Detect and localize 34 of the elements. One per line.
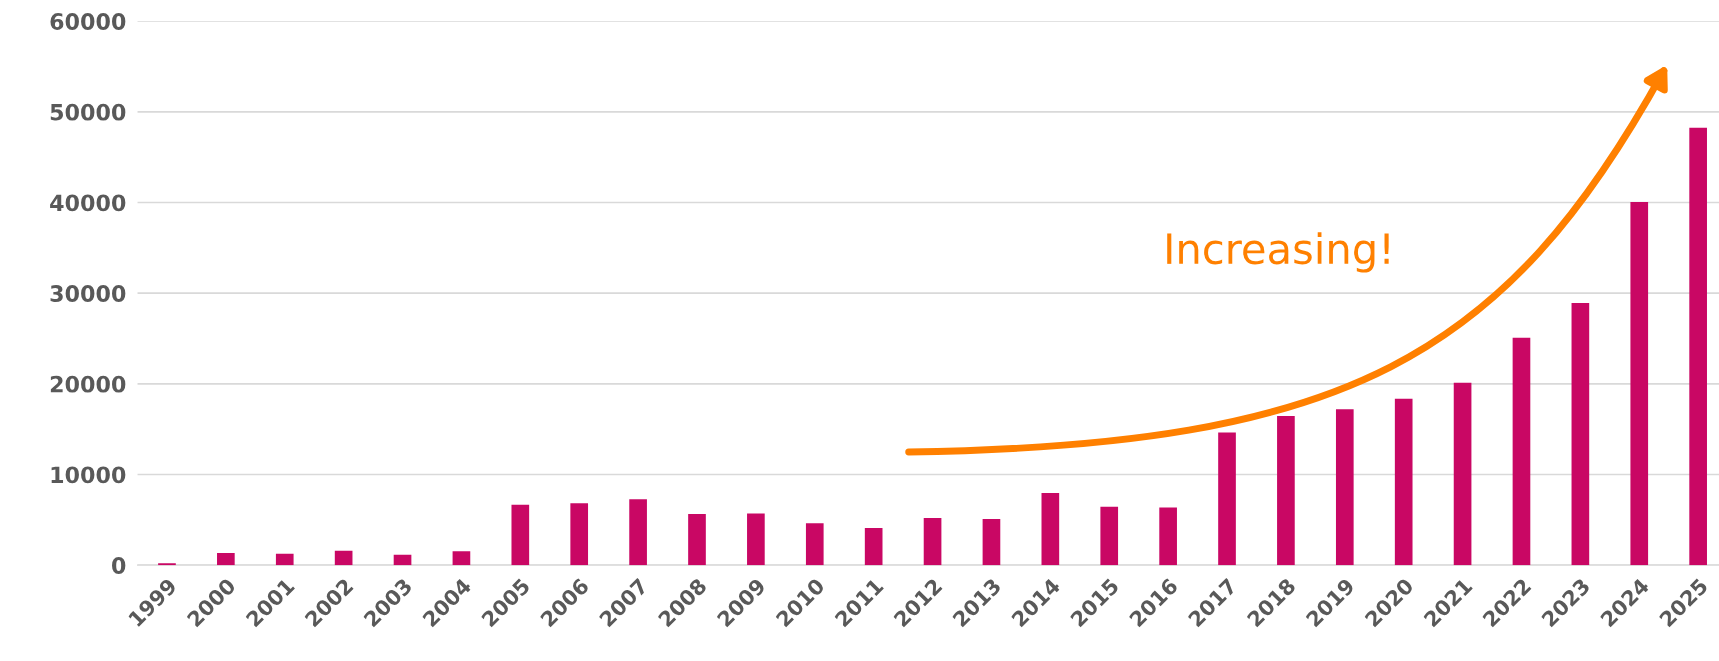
bar	[511, 504, 530, 566]
y-tick-label: 50000	[50, 103, 126, 121]
bar	[982, 519, 1001, 566]
y-tick-label: 20000	[50, 375, 126, 393]
bar	[1159, 507, 1177, 566]
y-tick-label: 40000	[50, 194, 126, 212]
bar	[747, 513, 765, 566]
bar	[688, 514, 706, 566]
y-tick-label: 10000	[51, 466, 126, 484]
annotation: Increasing!	[1167, 232, 1389, 273]
bar	[1394, 398, 1413, 566]
bar	[393, 554, 412, 566]
bar	[864, 527, 883, 566]
y-tick-label: 30000	[50, 285, 126, 302]
bar	[1100, 506, 1119, 566]
y-tick-label: 0	[112, 557, 126, 574]
bar	[805, 523, 824, 566]
bar	[923, 518, 942, 566]
bar	[1630, 202, 1649, 566]
bar	[1512, 337, 1531, 566]
y-tick-label: 60000	[50, 13, 126, 30]
bar	[1041, 492, 1060, 566]
bar	[629, 499, 647, 566]
bar	[1335, 409, 1354, 566]
bar	[334, 550, 353, 566]
bar	[452, 551, 471, 566]
bar	[1277, 416, 1295, 566]
bar	[1571, 302, 1590, 566]
bar	[1689, 127, 1707, 566]
bar	[275, 553, 294, 566]
bar	[570, 503, 589, 566]
bar	[217, 553, 235, 566]
bar	[1453, 382, 1472, 566]
bar	[1218, 432, 1236, 566]
